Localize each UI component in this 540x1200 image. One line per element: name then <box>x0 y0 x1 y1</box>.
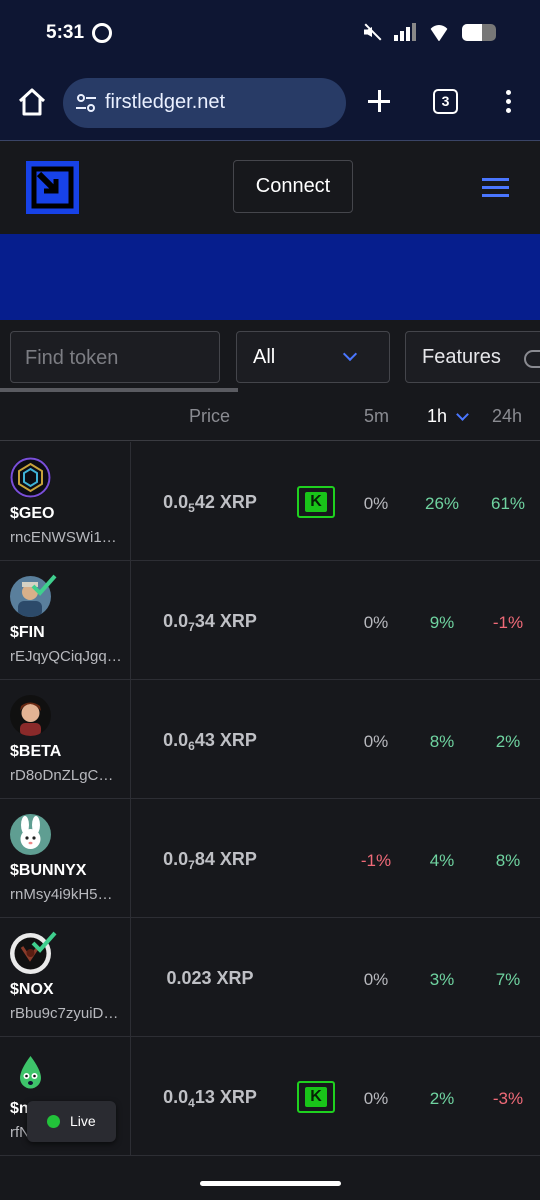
column-divider <box>130 442 131 560</box>
token-price: 0.0784 XRP <box>163 849 257 872</box>
token-address: rncENWSWi1… <box>10 529 117 546</box>
table-row[interactable]: $BETA rD8oDnZLgC… 0.0643 XRP 0% 8% 2% <box>0 680 540 799</box>
change-24h: -3% <box>492 1089 524 1108</box>
home-icon[interactable] <box>16 86 48 118</box>
change-24h: -1% <box>492 613 524 632</box>
chevron-down-icon <box>342 346 358 362</box>
change-1h: 9% <box>429 613 455 632</box>
token-symbol[interactable]: $NOX <box>10 981 54 998</box>
chrome-divider <box>0 140 540 141</box>
table-row[interactable]: $FIN rEJqyQCiqJgq… 0.0734 XRP 0% 9% -1% <box>0 561 540 680</box>
token-address: rEJqyQCiqJgq… <box>10 648 122 665</box>
change-24h: 8% <box>495 851 521 870</box>
site-header: Connect <box>0 141 540 234</box>
firstledger-logo[interactable] <box>26 161 79 214</box>
column-divider <box>130 680 131 798</box>
address-bar[interactable]: firstledger.net <box>63 78 346 128</box>
signal-icon <box>394 23 416 41</box>
mute-icon <box>362 22 382 42</box>
token-search[interactable] <box>10 331 220 383</box>
token-price: 0.0734 XRP <box>163 611 257 634</box>
bunny-avatar-icon <box>10 814 51 855</box>
live-label: Live <box>70 1113 96 1129</box>
connect-button[interactable]: Connect <box>233 160 353 213</box>
beta-avatar-icon <box>10 695 51 736</box>
browser-chrome: 5:31 firstledger.net 3 <box>0 0 540 140</box>
status-bar: 5:31 <box>0 0 540 66</box>
verified-check-icon <box>31 931 57 953</box>
change-1h: 4% <box>429 851 455 870</box>
nox-avatar-icon <box>10 933 51 974</box>
token-price: 0.023 XRP <box>166 968 254 988</box>
column-divider <box>130 799 131 917</box>
column-header-5m[interactable]: 5m <box>364 406 390 426</box>
token-symbol[interactable]: $FIN <box>10 624 45 641</box>
new-tab-button[interactable] <box>366 88 392 114</box>
hamburger-menu-icon[interactable] <box>482 178 509 198</box>
horizontal-scroll-indicator <box>0 388 238 392</box>
category-dropdown[interactable]: All <box>236 331 390 383</box>
promo-banner[interactable] <box>0 234 540 320</box>
sort-desc-chevron-icon[interactable] <box>456 408 469 421</box>
column-header-price[interactable]: Price <box>189 406 231 426</box>
token-price: 0.0542 XRP <box>163 492 257 515</box>
change-1h: 26% <box>424 494 460 513</box>
features-dropdown-label: Features <box>422 346 501 368</box>
change-1h: 3% <box>429 970 455 989</box>
change-24h: 2% <box>495 732 521 751</box>
column-header-24h[interactable]: 24h <box>492 406 523 426</box>
url-text[interactable]: firstledger.net <box>105 91 226 113</box>
token-address: rBbu9c7zyuiD… <box>10 1005 119 1022</box>
wifi-icon <box>428 23 450 41</box>
change-5m: 0% <box>363 494 389 513</box>
token-symbol[interactable]: $n <box>10 1100 29 1117</box>
column-divider <box>130 1037 131 1155</box>
change-5m: 0% <box>363 613 389 632</box>
geo-logo-icon <box>10 457 51 498</box>
change-5m: 0% <box>363 1089 389 1108</box>
token-price: 0.0413 XRP <box>163 1087 257 1110</box>
more-options-button[interactable] <box>500 90 516 114</box>
app-notification-icon <box>92 23 112 43</box>
k-feature-badge[interactable]: K <box>297 1081 335 1113</box>
token-price: 0.0643 XRP <box>163 730 257 753</box>
change-5m: 0% <box>363 970 389 989</box>
category-dropdown-value: All <box>253 346 276 368</box>
toggle-icon <box>524 350 540 368</box>
logo-mark-icon <box>31 166 74 209</box>
tab-switcher-button[interactable]: 3 <box>433 89 458 114</box>
live-status-pill[interactable]: Live <box>27 1101 116 1142</box>
table-row[interactable]: $GEO rncENWSWi1… 0.0542 XRP K 0% 26% 61% <box>0 442 540 561</box>
change-1h: 2% <box>429 1089 455 1108</box>
change-24h: 61% <box>490 494 526 513</box>
token-symbol[interactable]: $GEO <box>10 505 55 522</box>
battery-icon <box>462 23 496 41</box>
table-row[interactable]: $n rfN 0.0413 XRP K 0% 2% -3% <box>0 1037 540 1156</box>
k-feature-badge[interactable]: K <box>297 486 335 518</box>
features-dropdown[interactable]: Features <box>405 331 540 383</box>
column-header-1h[interactable]: 1h <box>427 406 448 426</box>
token-symbol[interactable]: $BETA <box>10 743 62 760</box>
header-divider <box>0 440 540 441</box>
site-settings-icon[interactable] <box>75 93 97 113</box>
status-icons <box>362 22 496 42</box>
column-divider <box>130 561 131 679</box>
token-address: rD8oDnZLgC… <box>10 767 114 784</box>
token-symbol[interactable]: $BUNNYX <box>10 862 87 879</box>
change-1h: 8% <box>429 732 455 751</box>
token-search-input[interactable] <box>25 344 205 372</box>
column-divider <box>130 918 131 1036</box>
status-time: 5:31 <box>46 22 85 43</box>
live-dot-icon <box>47 1115 60 1128</box>
table-row[interactable]: $BUNNYX rnMsy4i9kH5… 0.0784 XRP -1% 4% 8… <box>0 799 540 918</box>
gesture-home-indicator[interactable] <box>200 1181 341 1186</box>
token-address: rnMsy4i9kH5… <box>10 886 113 903</box>
change-5m: 0% <box>363 732 389 751</box>
table-row[interactable]: $NOX rBbu9c7zyuiD… 0.023 XRP 0% 3% 7% <box>0 918 540 1037</box>
drop-avatar-icon <box>10 1052 51 1093</box>
change-5m: -1% <box>360 851 392 870</box>
verified-check-icon <box>31 574 57 596</box>
change-24h: 7% <box>495 970 521 989</box>
